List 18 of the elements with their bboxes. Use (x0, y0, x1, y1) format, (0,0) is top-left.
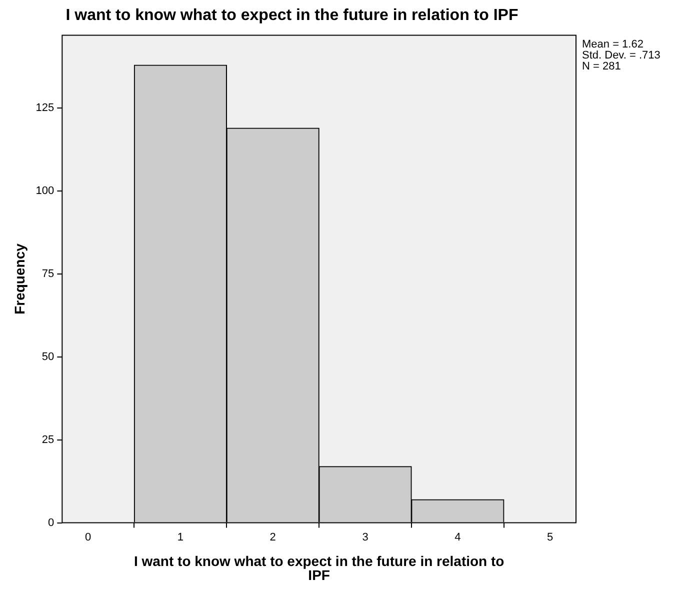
chart-title: I want to know what to expect in the future in relation to IPF (66, 7, 518, 24)
y-axis-title: Frequency (11, 243, 28, 314)
y-tick-label: 100 (36, 185, 54, 198)
y-tick-label: 25 (42, 434, 54, 446)
x-tick-label: 1 (177, 531, 184, 544)
x-axis-title: I want to know what to expect in the future in relation to IPF (134, 552, 504, 583)
text: N = 281 (582, 60, 621, 73)
y-tick-label: 125 (36, 102, 54, 114)
y-tick-label: 50 (42, 350, 54, 363)
text: Std. Dev. = .713 (582, 50, 660, 62)
y-tick-label: 0 (48, 516, 54, 529)
y-tick-label: 75 (42, 268, 54, 280)
x-tick-label: 4 (454, 531, 461, 544)
x-tick-label: 5 (547, 531, 554, 544)
text: Mean = 1.62 (582, 38, 644, 51)
x-tick-label: 3 (362, 531, 368, 544)
x-tick-label: 0 (84, 531, 92, 544)
x-tick-label: 2 (270, 531, 276, 544)
